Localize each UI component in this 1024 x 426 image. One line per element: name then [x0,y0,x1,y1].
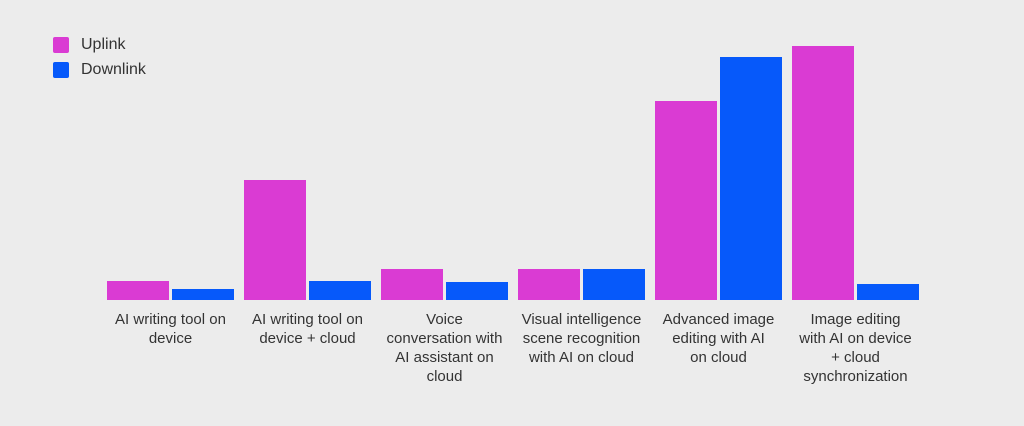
bar-group [518,269,645,300]
category-label: AI writing tool on device [115,311,226,347]
bar-group [792,46,919,300]
uplink-swatch-icon [53,37,69,53]
bar-uplink [107,281,169,300]
bar-downlink [720,57,782,300]
category-label: Voice conversation with AI assistant on … [386,311,503,385]
legend-item-downlink: Downlink [53,62,146,78]
bar-group [381,269,508,300]
category-label: Advanced image editing with AI on cloud [662,311,775,366]
legend-label-downlink: Downlink [81,61,146,78]
category-label: AI writing tool on device + cloud [252,311,363,347]
bar-uplink [381,269,443,300]
bar-downlink [857,284,919,300]
category-labels: AI writing tool on device AI writing tool… [107,310,919,386]
bar-group [244,180,371,300]
bar-downlink [583,269,645,300]
bar-uplink [655,101,717,300]
downlink-swatch-icon [53,62,69,78]
category-label: Visual intelligence scene recognition wi… [521,311,642,366]
category-label: Image editing with AI on device + cloud … [799,311,912,385]
bar-uplink [244,180,306,300]
bar-downlink [172,289,234,300]
bar-group [655,57,782,300]
legend-label-uplink: Uplink [81,36,126,53]
bar-downlink [309,281,371,300]
legend: Uplink Downlink [53,37,146,78]
bar-group [107,281,234,300]
bar-uplink [518,269,580,300]
bar-downlink [446,282,508,300]
legend-item-uplink: Uplink [53,37,146,53]
bar-uplink [792,46,854,300]
bar-groups [107,46,919,300]
